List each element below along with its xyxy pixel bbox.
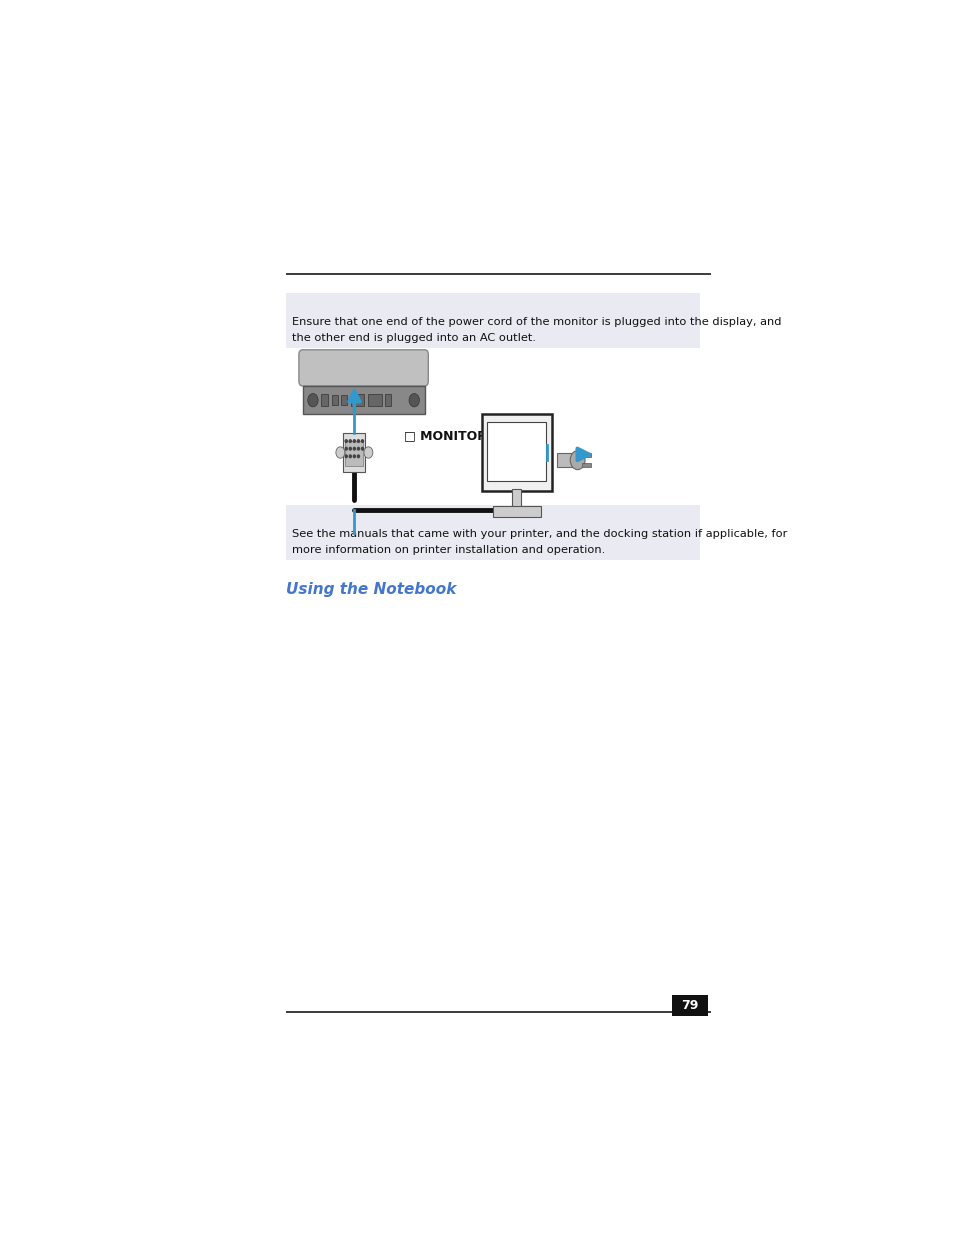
FancyBboxPatch shape [341, 395, 347, 405]
Circle shape [335, 447, 344, 458]
FancyBboxPatch shape [343, 433, 365, 472]
Circle shape [361, 447, 363, 450]
Circle shape [349, 454, 351, 458]
FancyBboxPatch shape [298, 350, 428, 385]
FancyBboxPatch shape [302, 385, 424, 415]
Text: Ensure that one end of the power cord of the monitor is plugged into the display: Ensure that one end of the power cord of… [292, 317, 781, 327]
Circle shape [357, 440, 359, 442]
FancyBboxPatch shape [672, 995, 707, 1016]
Text: Using the Notebook: Using the Notebook [285, 582, 456, 597]
Circle shape [353, 454, 355, 458]
Circle shape [345, 440, 347, 442]
FancyBboxPatch shape [321, 394, 328, 406]
FancyBboxPatch shape [345, 441, 363, 466]
Circle shape [357, 454, 359, 458]
Circle shape [361, 440, 363, 442]
FancyBboxPatch shape [557, 453, 571, 467]
Circle shape [345, 447, 347, 450]
Circle shape [409, 394, 419, 406]
FancyBboxPatch shape [285, 293, 699, 348]
FancyBboxPatch shape [492, 506, 540, 517]
FancyBboxPatch shape [581, 453, 590, 457]
Circle shape [349, 447, 351, 450]
Text: □ MONITOR: □ MONITOR [403, 429, 486, 442]
FancyBboxPatch shape [512, 489, 520, 510]
FancyBboxPatch shape [285, 505, 699, 559]
Circle shape [353, 440, 355, 442]
Circle shape [364, 447, 373, 458]
Circle shape [357, 447, 359, 450]
Circle shape [353, 447, 355, 450]
Text: See the manuals that came with your printer, and the docking station if applicab: See the manuals that came with your prin… [292, 530, 787, 540]
Circle shape [349, 440, 351, 442]
Circle shape [570, 451, 584, 469]
FancyBboxPatch shape [481, 415, 551, 490]
FancyBboxPatch shape [385, 394, 391, 406]
Text: more information on printer installation and operation.: more information on printer installation… [292, 546, 605, 556]
FancyBboxPatch shape [332, 395, 337, 405]
Circle shape [345, 454, 347, 458]
Circle shape [308, 394, 317, 406]
FancyBboxPatch shape [351, 394, 364, 406]
FancyBboxPatch shape [487, 422, 545, 482]
FancyBboxPatch shape [367, 394, 382, 406]
Text: the other end is plugged into an AC outlet.: the other end is plugged into an AC outl… [292, 333, 536, 343]
Text: 79: 79 [680, 999, 698, 1013]
FancyBboxPatch shape [581, 463, 590, 467]
